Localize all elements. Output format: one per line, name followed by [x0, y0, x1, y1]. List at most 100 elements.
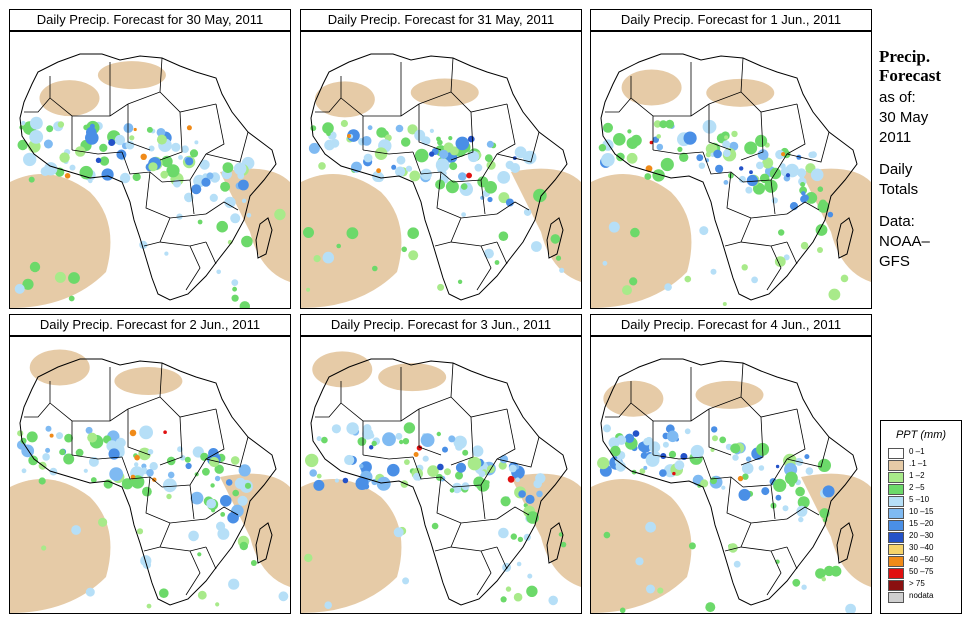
rain-cell — [222, 162, 234, 174]
africa-map-svg — [301, 53, 581, 308]
rain-cell — [156, 134, 167, 145]
rain-cell — [660, 157, 674, 172]
rain-cell — [241, 198, 247, 203]
rain-cell — [68, 295, 75, 302]
rain-cell — [407, 124, 418, 135]
forecast-panel-2: Daily Precip. Forecast for 31 May, 2011 — [300, 9, 582, 309]
rain-cell — [467, 456, 482, 471]
country-border — [702, 456, 744, 488]
rain-cell — [817, 186, 824, 192]
rain-cell — [480, 195, 485, 200]
rain-cell — [22, 278, 34, 290]
rain-cell — [635, 557, 644, 566]
dry-land-region — [97, 61, 166, 90]
rain-cell — [41, 545, 47, 551]
dry-ocean-region — [10, 479, 111, 613]
rain-cell — [513, 592, 523, 602]
heavy-rain-cell — [437, 463, 444, 471]
country-border — [786, 201, 820, 215]
legend-label: 10 –15 — [909, 507, 934, 516]
country-border — [205, 131, 249, 163]
madagascar-outline — [255, 217, 273, 259]
rain-cell — [139, 425, 154, 440]
rain-cell — [159, 588, 169, 598]
rain-cell — [346, 227, 359, 240]
rain-cell — [467, 150, 480, 163]
rain-cell — [141, 463, 147, 469]
heavy-rain-cell — [342, 477, 349, 484]
heavy-rain-cell — [737, 475, 744, 482]
rain-cell — [458, 172, 467, 181]
country-border — [205, 506, 239, 520]
rain-cell — [751, 276, 758, 284]
rain-cell — [792, 578, 801, 587]
rain-cell — [449, 162, 458, 171]
rain-cell — [796, 505, 808, 517]
rain-cell — [340, 119, 348, 128]
rain-cell — [305, 453, 319, 468]
rain-cell — [206, 172, 214, 180]
legend-swatch — [888, 508, 904, 519]
rain-cell — [116, 149, 127, 160]
rain-cell — [85, 131, 99, 145]
rain-cell — [326, 131, 331, 136]
rain-cell — [331, 424, 341, 434]
panel-title: Daily Precip. Forecast for 2 Jun., 2011 — [9, 314, 291, 336]
dry-ocean-region — [301, 174, 402, 308]
side-title-line2: Forecast — [879, 66, 941, 85]
heavy-rain-cell — [785, 173, 791, 178]
rain-cell — [121, 478, 133, 490]
rain-cell — [732, 454, 739, 461]
rain-cell — [88, 178, 93, 184]
rain-cell — [129, 135, 135, 141]
heavy-rain-cell — [64, 173, 71, 179]
dry-ocean-region — [220, 473, 290, 587]
rain-cell — [738, 488, 751, 501]
rain-cell — [156, 128, 166, 137]
rain-cell — [705, 602, 716, 613]
legend-label: .1 –1 — [909, 459, 927, 468]
country-border — [205, 103, 225, 155]
country-border — [652, 149, 704, 155]
heavy-rain-cell — [672, 471, 676, 476]
rain-cell — [28, 176, 35, 183]
rain-cell — [745, 456, 752, 462]
country-border — [496, 506, 530, 520]
country-border — [652, 454, 704, 460]
legend-swatch — [888, 520, 904, 531]
side-data-line3: GFS — [879, 253, 910, 270]
rain-cell — [712, 435, 718, 442]
country-border — [143, 241, 161, 247]
legend-swatch — [888, 496, 904, 507]
rain-cell — [472, 445, 484, 457]
rain-cell — [460, 183, 468, 190]
heavy-rain-cell — [468, 135, 475, 143]
rain-cell — [59, 152, 70, 163]
rain-cell — [166, 164, 180, 178]
rain-cell — [99, 143, 108, 152]
rain-cell — [26, 431, 38, 443]
rain-cell — [723, 180, 729, 185]
africa-coastline — [19, 358, 277, 606]
rain-cell — [199, 159, 210, 170]
forecast-panel-6: Daily Precip. Forecast for 4 Jun., 2011 — [590, 314, 872, 614]
country-border — [143, 546, 161, 552]
rain-cell — [191, 184, 202, 195]
rain-cell — [817, 247, 823, 253]
rain-cell — [810, 168, 824, 182]
rain-cell — [789, 471, 795, 477]
rain-cell — [764, 179, 778, 193]
country-border — [496, 546, 508, 570]
rain-cell — [508, 464, 517, 473]
rain-cell — [45, 425, 52, 432]
rain-cell — [516, 561, 522, 567]
rain-cell — [827, 211, 834, 218]
country-border — [496, 241, 508, 265]
rain-cell — [659, 120, 668, 129]
rain-cell — [361, 136, 372, 146]
country-border — [724, 546, 742, 552]
rain-cell — [173, 179, 181, 188]
heavy-rain-cell — [49, 433, 54, 438]
rain-cell — [533, 479, 542, 489]
rain-cell — [90, 477, 97, 483]
